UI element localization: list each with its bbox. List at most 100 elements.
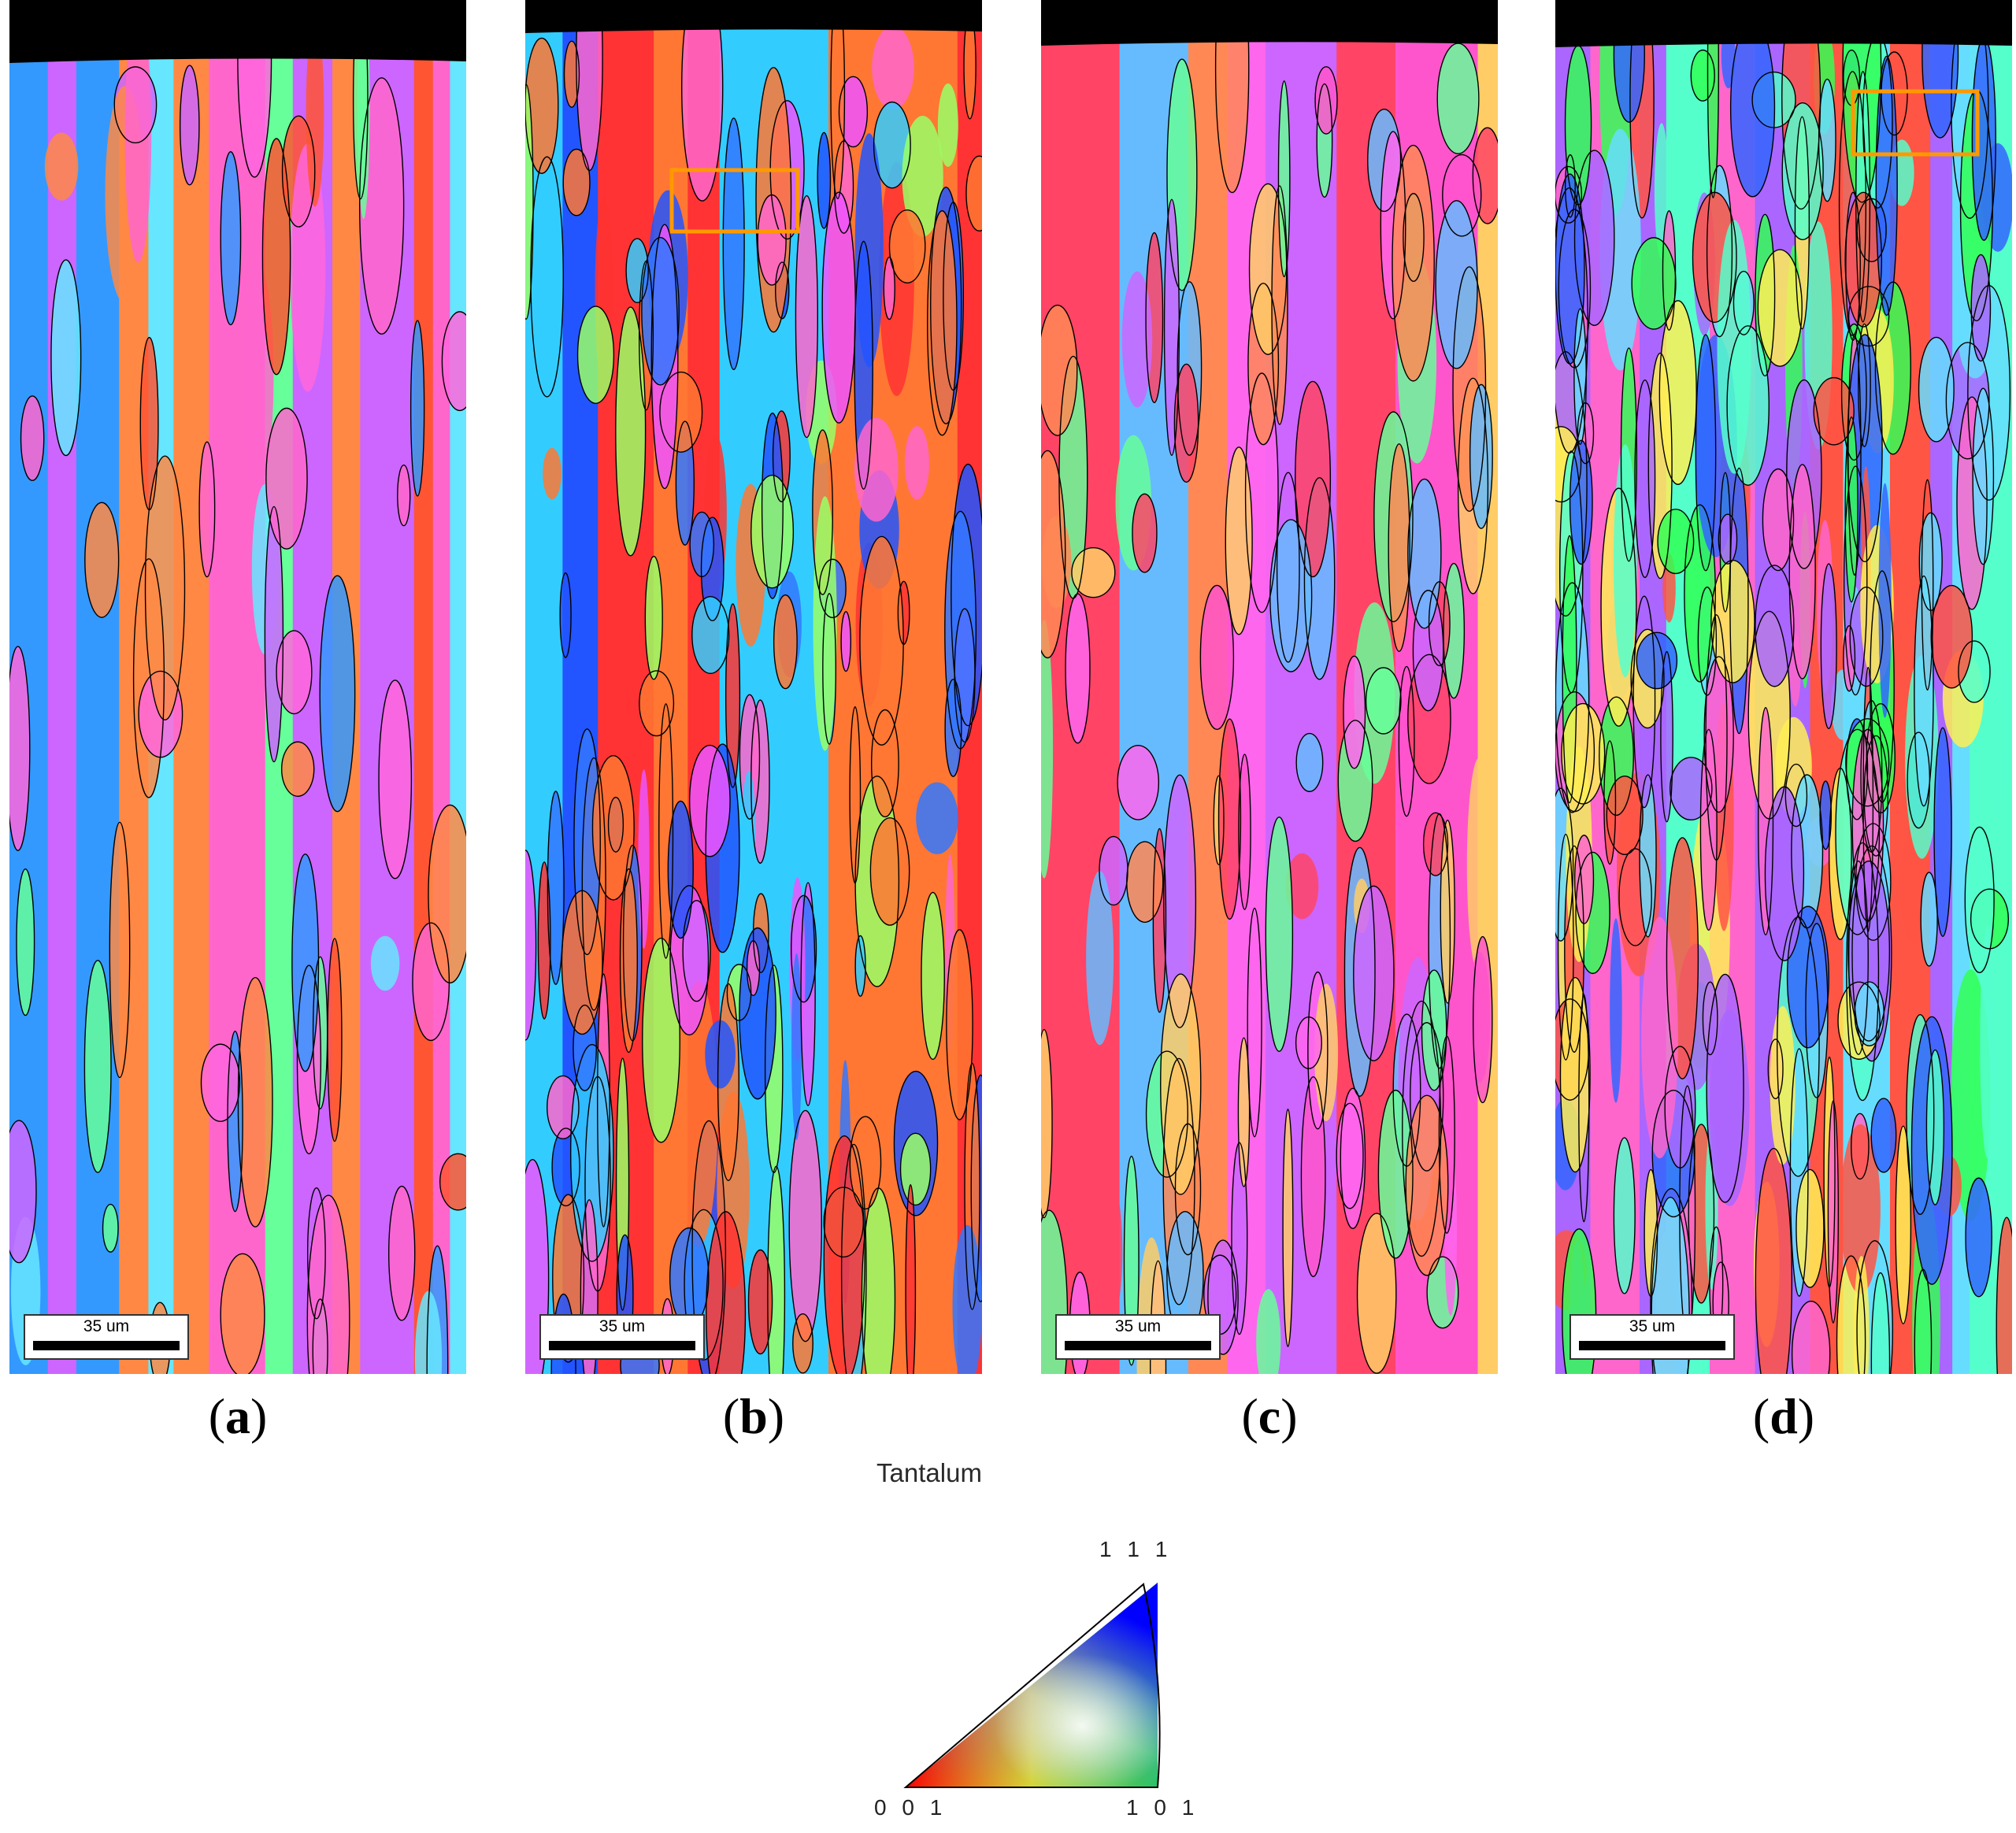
grain-boundary — [525, 83, 534, 320]
grain-boundary — [1398, 665, 1415, 817]
grain-boundary — [888, 209, 926, 283]
grain-boundary — [1875, 55, 1898, 317]
panel-letter-d: d — [1770, 1388, 1798, 1444]
grain-boundary — [1956, 396, 1988, 610]
grain — [855, 935, 865, 997]
grain-boundary — [144, 455, 186, 720]
grain-boundary — [1163, 198, 1180, 456]
grain — [854, 417, 899, 522]
grain-boundary — [1860, 699, 1883, 853]
grain-boundary — [569, 1044, 614, 1262]
grain-boundary — [669, 885, 710, 1036]
grain — [124, 3, 152, 263]
grain-boundary — [650, 224, 679, 490]
grain-boundary — [1835, 728, 1881, 935]
grain-boundary — [1796, 1168, 1825, 1288]
grain — [691, 596, 729, 674]
grain — [1984, 636, 2012, 811]
grain — [397, 465, 410, 526]
grain-boundary — [1866, 702, 1896, 813]
grain — [1641, 916, 1678, 1159]
grain-boundary — [412, 922, 450, 1042]
grain-boundary — [561, 890, 603, 1035]
grain-boundary — [1703, 656, 1734, 813]
grain-boundary — [775, 261, 790, 320]
grain — [265, 408, 308, 550]
grain-boundary — [1843, 625, 1856, 692]
grain — [1238, 754, 1251, 910]
grain-boundary — [1421, 969, 1447, 1091]
grain — [937, 83, 958, 167]
grain-boundary — [1316, 83, 1333, 198]
grain-boundary — [951, 463, 982, 727]
grain-boundary — [681, 0, 724, 202]
grain-boundary — [1412, 590, 1444, 712]
grain-boundary — [1697, 587, 1718, 696]
grain — [1707, 0, 1719, 198]
grain-boundary — [1343, 846, 1376, 1097]
grain-boundary — [1847, 334, 1862, 576]
grain — [1041, 305, 1077, 435]
grain — [543, 447, 561, 500]
grain — [681, 0, 723, 202]
grain-boundary — [581, 757, 606, 1011]
grain — [1762, 468, 1794, 571]
grain — [1636, 632, 1677, 689]
grain — [1878, 483, 1892, 718]
grain-boundary — [9, 1120, 37, 1264]
grain-boundary — [1555, 998, 1589, 1101]
grain-boundary — [1405, 1094, 1449, 1276]
grain — [902, 116, 943, 237]
grain-boundary — [1442, 154, 1482, 237]
grain-boundary — [1639, 774, 1657, 938]
grain-boundary — [1858, 323, 1871, 447]
grain — [945, 679, 962, 777]
grain-boundary — [1996, 1216, 2012, 1374]
grain-boundary — [550, 1293, 576, 1374]
grain-boundary — [1843, 465, 1868, 696]
grain-boundary — [1440, 820, 1455, 1004]
grain-boundary — [552, 1194, 585, 1363]
grain-boundary — [306, 1187, 326, 1320]
scale-bar-line-a — [33, 1341, 180, 1350]
legend-label-001: 0 0 1 — [874, 1795, 947, 1820]
grain-boundary — [817, 131, 832, 229]
grain-boundary — [1573, 150, 1615, 327]
grain-boundary — [1403, 193, 1425, 282]
grain — [1163, 775, 1196, 1028]
grain — [1466, 757, 1492, 974]
grain — [1845, 192, 1882, 328]
grain-boundary — [1340, 1087, 1366, 1230]
grain-boundary — [312, 1298, 328, 1374]
grain-boundary — [547, 1075, 580, 1139]
panel-label-c: (c) — [1241, 1388, 1298, 1444]
grain-boundary — [1964, 826, 1995, 974]
grain-boundary — [562, 148, 591, 217]
grain — [1966, 1178, 1992, 1297]
grain-boundary — [644, 555, 663, 680]
grain-boundary — [1781, 0, 1821, 210]
grain-boundary — [1786, 379, 1822, 569]
grain-boundary — [658, 703, 674, 959]
grain — [1755, 1148, 1792, 1374]
grain-boundary — [772, 410, 791, 502]
grain-boundary — [281, 115, 316, 228]
grain-boundary — [1726, 325, 1770, 486]
grain — [265, 506, 284, 762]
grain — [1971, 254, 1991, 361]
grain — [1758, 250, 1803, 367]
grain — [1973, 388, 1994, 565]
grain-boundary — [1930, 584, 1973, 689]
grain-boundary — [428, 804, 466, 983]
grain — [564, 41, 580, 108]
grain-boundary — [525, 37, 559, 174]
grain-boundary — [1162, 1057, 1195, 1305]
grain — [180, 65, 199, 185]
grain — [262, 139, 291, 375]
grain-boundary — [1849, 586, 1884, 687]
grain — [1926, 1050, 1944, 1205]
grain — [817, 132, 831, 229]
ebsd-map-a: 35 um — [9, 0, 466, 1374]
ipf-map-d — [1555, 0, 2012, 1374]
grain — [850, 706, 861, 883]
